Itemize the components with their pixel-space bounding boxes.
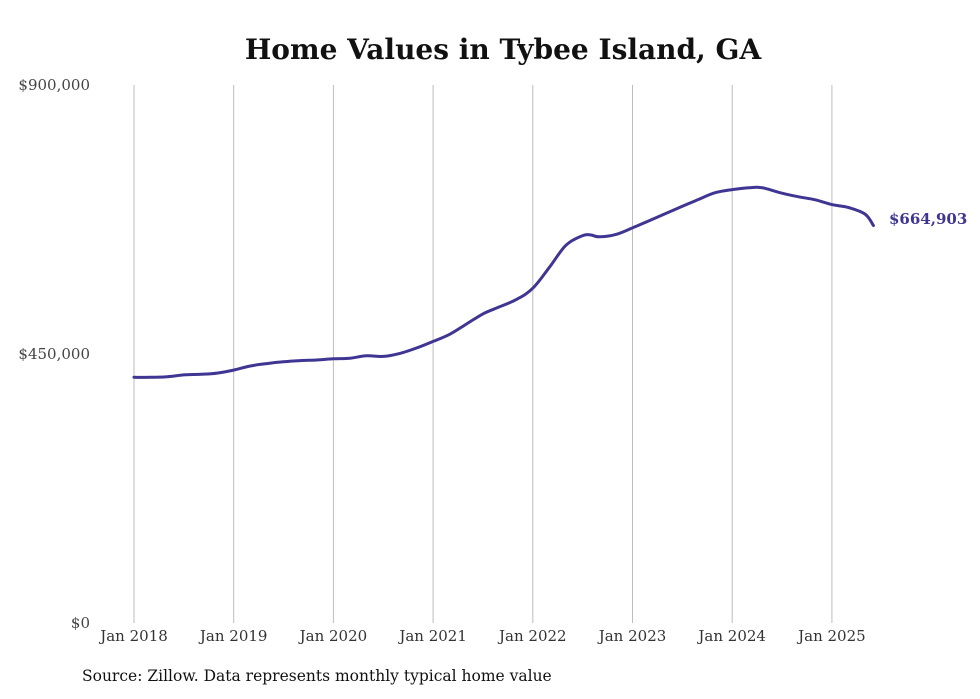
series-line: [132, 185, 875, 379]
x-tick-label: Jan 2025: [796, 627, 866, 645]
x-tick-label: Jan 2022: [497, 627, 567, 645]
y-tick-label: $450,000: [18, 345, 90, 363]
x-tick-label: Jan 2021: [397, 627, 467, 645]
end-value-label: $664,903: [889, 210, 967, 228]
source-note: Source: Zillow. Data represents monthly …: [82, 667, 552, 685]
x-axis-ticks: Jan 2018 Jan 2019 Jan 2020 Jan 2021 Jan 2022…: [98, 627, 865, 645]
x-tick-label: Jan 2024: [696, 627, 766, 645]
gridlines: [133, 85, 833, 623]
y-axis-ticks: $0 $450,000 $900,000: [18, 76, 90, 632]
x-tick-label: Jan 2018: [98, 627, 168, 645]
x-tick-label: Jan 2023: [597, 627, 667, 645]
x-tick-label: Jan 2019: [198, 627, 268, 645]
y-tick-label: $0: [71, 614, 90, 632]
y-tick-label: $900,000: [18, 76, 90, 94]
x-tick-label: Jan 2020: [298, 627, 368, 645]
chart-title: Home Values in Tybee Island, GA: [245, 33, 763, 66]
series: [132, 185, 875, 379]
